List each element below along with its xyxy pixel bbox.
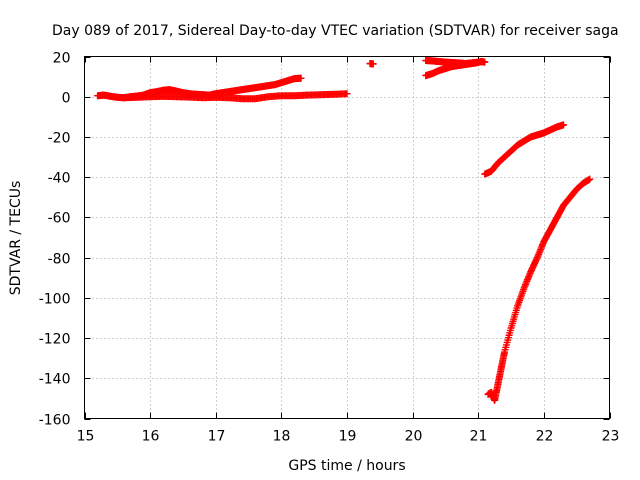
x-tick-label: 19 — [339, 429, 357, 445]
y-tick-label: 0 — [62, 91, 71, 107]
y-tick-label: -140 — [39, 372, 71, 388]
x-tick-label: 22 — [536, 429, 554, 445]
data-points — [94, 57, 594, 404]
y-axis-label: SDTVAR / TECUs — [8, 181, 24, 296]
x-tick-label: 15 — [77, 429, 95, 445]
x-tick-label: 21 — [470, 429, 488, 445]
y-tick-label: -60 — [48, 211, 71, 227]
data-point — [560, 121, 568, 129]
y-tick-label: -160 — [39, 413, 71, 429]
data-point — [586, 175, 594, 183]
tick-labels: 15 16 17 18 19 20 21 22 23 20 0 -20 -40 -60 -80 -100 -12… — [39, 51, 620, 445]
series-segment-f — [481, 121, 568, 178]
data-point — [343, 90, 351, 98]
series-segment-b — [120, 90, 351, 103]
axis-ticks — [84, 56, 611, 420]
x-axis-label: GPS time / hours — [288, 458, 405, 474]
data-point — [369, 60, 377, 68]
plot-frame — [84, 56, 610, 419]
grid-lines — [84, 56, 610, 419]
x-tick-label: 23 — [602, 429, 620, 445]
x-tick-label: 18 — [273, 429, 291, 445]
data-point — [481, 58, 489, 66]
x-tick-label: 16 — [142, 429, 160, 445]
chart-title: Day 089 of 2017, Sidereal Day-to-day VTE… — [52, 23, 619, 39]
y-tick-label: -20 — [48, 131, 71, 147]
data-point — [474, 59, 482, 67]
data-point — [297, 74, 305, 82]
x-tick-label: 17 — [208, 429, 226, 445]
series-segment-g — [484, 175, 594, 404]
x-tick-label: 20 — [405, 429, 423, 445]
y-tick-label: -120 — [39, 332, 71, 348]
series-segment-e — [422, 59, 482, 80]
y-tick-label: -100 — [39, 292, 71, 308]
y-tick-label: -80 — [48, 252, 71, 268]
y-tick-label: -40 — [48, 171, 71, 187]
y-tick-label: 20 — [53, 51, 71, 67]
series-segment-c — [366, 60, 377, 68]
